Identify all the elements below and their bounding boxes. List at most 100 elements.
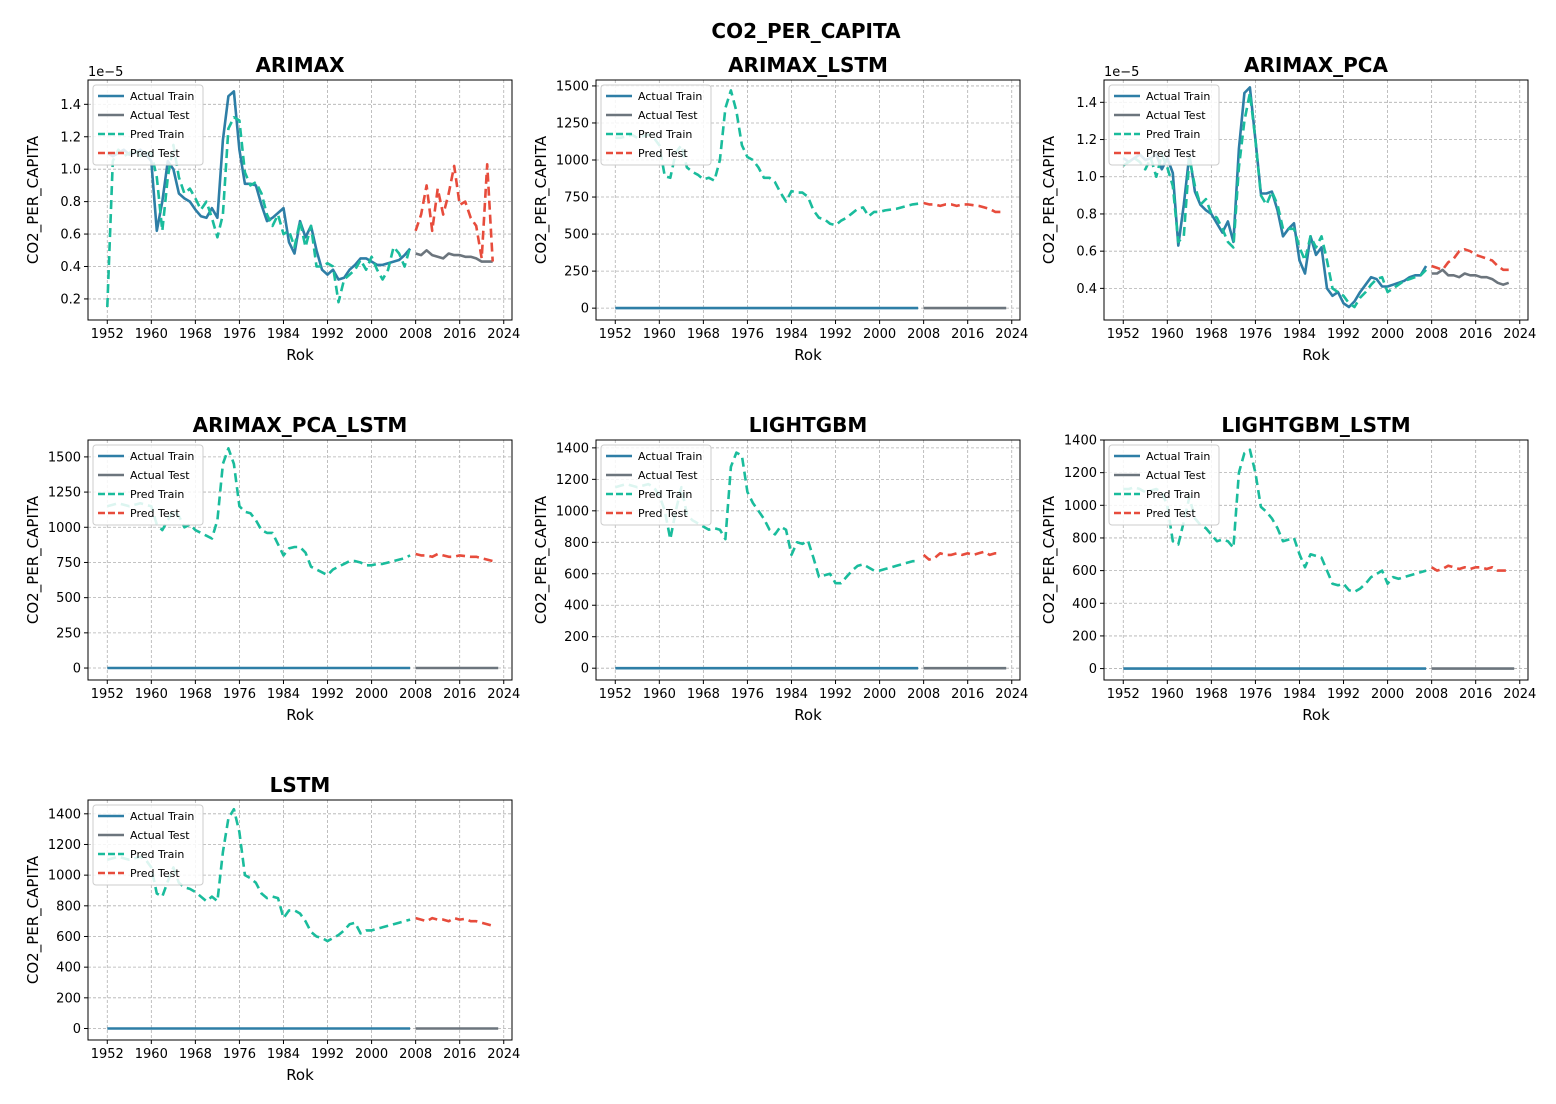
series-line-pred-train [1122,91,1428,309]
legend-label: Actual Train [1146,450,1210,463]
x-tick-label: 2024 [1503,327,1536,342]
x-tick-label: 2024 [1503,687,1536,702]
x-tick-label: 1952 [91,1047,124,1062]
y-tick-label: 800 [1072,531,1097,546]
y-tick-label: 1250 [556,116,589,131]
x-tick-label: 1952 [599,687,632,702]
legend-label: Pred Train [130,488,184,501]
legend: Actual Train Actual Test Pred Train Pred Te… [1108,444,1220,526]
y-tick-label: 0 [73,662,81,677]
x-tick-label: 1960 [1151,687,1184,702]
x-tick-label: 1976 [1239,327,1272,342]
x-tick-label: 2008 [399,687,432,702]
legend-label: Actual Test [1146,109,1206,122]
y-axis-label: CO2_PER_CAPITA [24,495,43,624]
y-tick-label: 1000 [556,504,589,519]
series-line-pred-test [923,201,1001,214]
subplot: ARIMAX_PCA_LSTM 1952 1960 1968 1976 1984 1992 2… [24,413,520,724]
axes-frame [1103,79,1529,321]
x-tick-label: 2008 [1415,327,1448,342]
series-line-pred-train [106,447,411,577]
y-tick-label: 600 [564,567,589,582]
x-tick-label: 1992 [311,687,344,702]
legend-box [92,84,204,166]
series-line-actual-train [106,90,412,281]
y-axis-label: CO2_PER_CAPITA [532,495,551,624]
x-tick-label: 1968 [1195,327,1228,342]
y-tick-label: 1.2 [60,130,81,145]
x-tick-label: 2000 [863,327,896,342]
y-tick-label: 1000 [556,154,589,169]
legend-label: Actual Train [130,90,194,103]
legend-box [92,444,204,526]
legend-label: Pred Test [1146,147,1196,160]
offset-text: 1e−5 [88,65,123,80]
subplot-title: LIGHTGBM_LSTM [1221,413,1410,437]
y-tick-label: 0 [1089,662,1097,677]
x-axis-label: Rok [286,706,314,724]
y-tick-label: 800 [564,536,589,551]
y-tick-label: 0.2 [60,292,81,307]
x-tick-label: 1976 [731,327,764,342]
legend: Actual Train Actual Test Pred Train Pred Te… [1108,84,1220,166]
legend-label: Actual Test [130,469,190,482]
legend-label: Pred Train [130,128,184,141]
legend-label: Actual Test [130,109,190,122]
legend-label: Pred Test [130,147,180,160]
legend-box [600,444,712,526]
x-axis-label: Rok [1302,706,1330,724]
series-line-pred-test [414,163,494,262]
offset-text: 1e−5 [1104,65,1139,80]
x-tick-label: 1992 [819,687,852,702]
y-tick-label: 1200 [1064,466,1097,481]
plot-area [106,807,499,1030]
y-tick-label: 1.2 [1076,133,1097,148]
x-tick-label: 2008 [399,327,432,342]
x-tick-label: 2008 [1415,687,1448,702]
x-tick-label: 2016 [951,687,984,702]
series-line-pred-train [615,89,919,227]
x-tick-label: 1984 [775,687,808,702]
x-tick-label: 1992 [311,1047,344,1062]
series-line-pred-train [106,807,411,943]
x-tick-label: 2024 [487,1047,520,1062]
y-tick-label: 1000 [1064,499,1097,514]
plot-area [1123,448,1515,670]
series-line-actual-test [415,249,493,263]
y-axis-label: CO2_PER_CAPITA [24,135,43,264]
axes-frame [87,79,513,321]
subplot: ARIMAX_PCA 1952 1960 1968 1976 1984 1992 2000 20… [1040,53,1536,364]
x-tick-label: 2008 [907,687,940,702]
x-tick-label: 1960 [643,327,676,342]
x-tick-label: 2016 [443,327,476,342]
x-tick-label: 2008 [907,327,940,342]
legend-label: Actual Test [638,109,698,122]
x-tick-label: 2024 [487,327,520,342]
y-tick-label: 1.4 [1076,96,1097,111]
legend-box [600,84,712,166]
y-tick-label: 1.0 [1076,170,1097,185]
y-tick-label: 1.4 [60,98,81,113]
x-tick-label: 1960 [135,1047,168,1062]
y-tick-label: 1400 [1064,434,1097,449]
legend-label: Pred Test [638,507,688,520]
x-tick-label: 1960 [643,687,676,702]
legend-box [92,804,204,886]
y-tick-label: 500 [56,591,81,606]
series-line-pred-test [1430,564,1509,572]
subplot: LIGHTGBM_LSTM 1952 1960 1968 1976 1984 1992 200… [1040,413,1536,724]
y-tick-label: 0.8 [1076,207,1097,222]
legend-label: Pred Train [130,848,184,861]
series-line-pred-test [1431,248,1509,272]
y-tick-label: 1000 [48,521,81,536]
x-tick-label: 1984 [267,327,300,342]
legend: Actual Train Actual Test Pred Train Pred Te… [92,444,204,526]
plot-area [1122,86,1510,309]
x-tick-label: 1984 [1283,327,1316,342]
x-tick-label: 1968 [179,1047,212,1062]
series-line-pred-train [106,116,412,308]
y-tick-label: 1000 [48,869,81,884]
x-tick-label: 1960 [135,327,168,342]
